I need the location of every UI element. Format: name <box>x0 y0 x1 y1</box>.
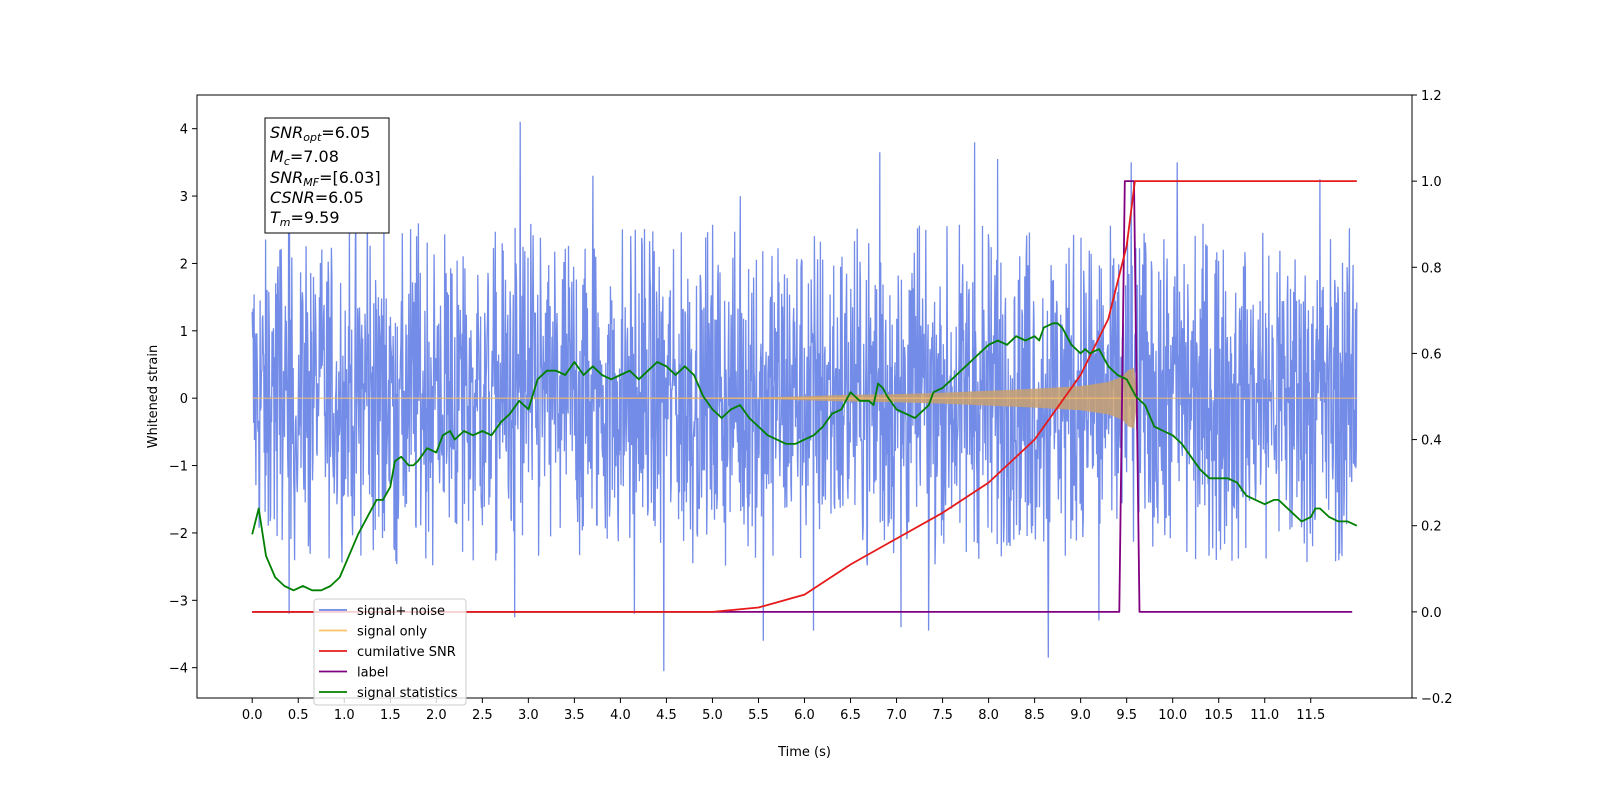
annotation-line: SNRMF=[6.03] <box>270 168 381 189</box>
x-tick-label: 10.0 <box>1158 708 1187 723</box>
x-tick-label: 6.5 <box>840 708 861 723</box>
legend-label: signal only <box>357 625 427 640</box>
x-tick-label: 6.0 <box>794 708 815 723</box>
x-tick-label: 9.5 <box>1116 708 1137 723</box>
x-tick-label: 4.0 <box>610 708 631 723</box>
x-tick-label: 4.5 <box>656 708 677 723</box>
x-tick-label: 5.0 <box>702 708 723 723</box>
signal-noise-layer <box>251 121 1358 672</box>
y-axis-right: −0.2 0.0 0.2 0.4 0.6 0.8 1.0 1.2 <box>1412 89 1453 707</box>
x-tick-label: 1.5 <box>380 708 401 723</box>
y2-tick-label: 0.0 <box>1421 606 1442 621</box>
y-tick-label: 3 <box>180 190 188 205</box>
annotation-box-frame <box>264 117 390 234</box>
line-series-layer <box>251 180 1358 613</box>
annotation-line: Tm=9.59 <box>270 208 340 229</box>
x-tick-label: 5.5 <box>748 708 769 723</box>
x-tick-label: 8.0 <box>978 708 999 723</box>
x-tick-label: 9.0 <box>1070 708 1091 723</box>
y2-tick-label: −0.2 <box>1421 692 1453 707</box>
y-tick-label: 0 <box>180 392 188 407</box>
x-tick-label: 10.5 <box>1204 708 1233 723</box>
y-axis-left: −4 −3 −2 −1 0 1 2 3 4 <box>169 123 197 677</box>
x-tick-label: 3.5 <box>564 708 585 723</box>
y2-tick-label: 0.8 <box>1421 261 1442 276</box>
y-tick-label: −3 <box>169 594 188 609</box>
y-tick-label: −2 <box>169 527 188 542</box>
y2-tick-label: 0.2 <box>1421 520 1442 535</box>
x-axis: 0.0 0.5 1.0 1.5 2.0 2.5 3.0 3.5 4.0 4.5 5.0 5.5 6.0 6… <box>242 698 1325 723</box>
x-tick-label: 0.0 <box>242 708 263 723</box>
y2-tick-label: 0.4 <box>1421 434 1442 449</box>
x-tick-label: 7.5 <box>932 708 953 723</box>
y2-tick-label: 1.0 <box>1421 175 1442 190</box>
legend-label: signal+ noise <box>357 604 445 619</box>
signal-statistics-line <box>251 322 1358 592</box>
annotation-line: SNRopt=6.05 <box>270 123 370 144</box>
legend-label: signal statistics <box>357 686 458 701</box>
y-tick-label: 2 <box>180 257 188 272</box>
signal-plus-noise-line <box>251 121 1358 672</box>
y2-tick-label: 1.2 <box>1421 89 1442 104</box>
x-axis-label: Time (s) <box>777 745 831 760</box>
x-tick-label: 7.0 <box>886 708 907 723</box>
y-axis-label: Whitened strain <box>146 345 161 448</box>
y-tick-label: −4 <box>169 662 188 677</box>
x-tick-label: 2.0 <box>426 708 447 723</box>
signal-only-layer <box>252 367 1357 429</box>
y2-tick-label: 0.6 <box>1421 347 1442 362</box>
y-tick-label: −1 <box>169 460 188 475</box>
legend: signal+ noise signal only cumilative SNR la… <box>313 598 467 706</box>
legend-frame <box>313 598 467 706</box>
cumulative-snr-line <box>252 180 1357 613</box>
annotation-line: Mc=7.08 <box>270 147 339 168</box>
y-tick-label: 4 <box>180 123 188 138</box>
legend-label: cumilative SNR <box>357 645 456 660</box>
x-tick-label: 11.0 <box>1250 708 1279 723</box>
x-tick-label: 3.0 <box>518 708 539 723</box>
legend-label: label <box>357 666 388 681</box>
annotation-line: CSNR=6.05 <box>270 188 364 207</box>
x-tick-label: 2.5 <box>472 708 493 723</box>
x-tick-label: 8.5 <box>1024 708 1045 723</box>
x-tick-label: 0.5 <box>288 708 309 723</box>
y-tick-label: 1 <box>180 325 188 340</box>
label-line <box>252 180 1353 613</box>
x-tick-label: 1.0 <box>334 708 355 723</box>
x-tick-label: 11.5 <box>1296 708 1325 723</box>
stats-annotation-box: SNRopt=6.05 Mc=7.08SNRMF=[6.03]CSNR=6.05T… <box>264 117 390 234</box>
